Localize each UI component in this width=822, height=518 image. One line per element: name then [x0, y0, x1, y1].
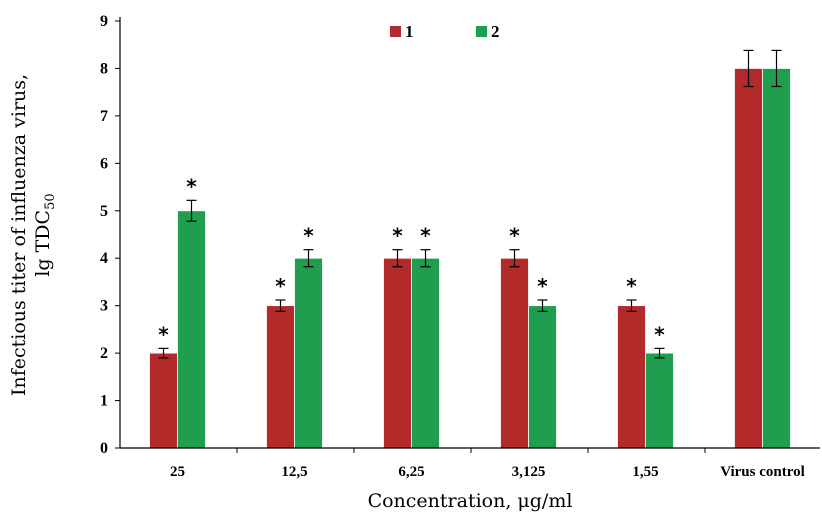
legend-label-1: 1 [405, 22, 414, 41]
legend-swatch-1 [390, 26, 401, 37]
y-tick-labels: 0 1 2 3 4 5 6 7 8 9 [100, 13, 108, 457]
bar-series-1 [617, 305, 646, 449]
significance-mark: * [626, 274, 637, 298]
y-tick-label: 3 [100, 298, 108, 315]
significance-mark: * [420, 224, 431, 248]
significance-marks-group: * * * * * * * * * * [158, 174, 665, 346]
x-tick-label: Virus control [720, 464, 805, 480]
bar-series-1 [734, 68, 763, 449]
y-axis-title-line1: Infectious titer of influenza virus, [8, 73, 31, 397]
x-tick-label: 3,125 [512, 464, 546, 480]
bars-group [149, 68, 791, 449]
x-tick-label: 25 [170, 464, 185, 480]
y-tick-label: 4 [100, 250, 108, 267]
y-tick-label: 1 [100, 393, 108, 410]
x-tick-label: 6,25 [398, 464, 424, 480]
y-tick-label: 9 [100, 13, 108, 30]
bar-series-2 [177, 210, 206, 449]
error-bars-group [158, 49, 782, 359]
x-tick-label: 1,55 [632, 464, 658, 480]
significance-mark: * [303, 224, 314, 248]
significance-mark: * [275, 274, 286, 298]
bar-series-1 [500, 257, 529, 449]
bar-series-1 [266, 305, 295, 449]
axes-group [115, 17, 820, 453]
x-tick-labels: 25 12,5 6,25 3,125 1,55 Virus control [170, 464, 805, 480]
bar-series-2 [528, 305, 557, 449]
bar-series-2 [411, 257, 440, 449]
bar-series-2 [294, 257, 323, 449]
y-tick-label: 8 [100, 60, 108, 77]
y-tick-label: 0 [100, 440, 108, 457]
y-tick-label: 7 [100, 108, 108, 125]
legend-label-2: 2 [491, 22, 500, 41]
x-tick-label: 12,5 [281, 464, 307, 480]
significance-mark: * [186, 174, 197, 198]
y-axis-title: Infectious titer of influenza virus, lg … [6, 20, 64, 450]
y-tick-label: 5 [100, 203, 108, 220]
legend-swatch-2 [476, 26, 487, 37]
significance-mark: * [537, 274, 548, 298]
y-tick-label: 2 [100, 345, 108, 362]
y-axis-title-unit: lg TDC [32, 209, 55, 277]
bar-series-1 [383, 257, 412, 449]
significance-mark: * [158, 322, 169, 346]
significance-mark: * [654, 322, 665, 346]
x-axis-title: Concentration, μg/ml [367, 490, 573, 512]
bar-series-2 [645, 352, 674, 449]
bar-series-2 [762, 68, 791, 449]
y-tick-label: 6 [100, 155, 108, 172]
significance-mark: * [392, 224, 403, 248]
y-axis-title-line2: lg TDC50 [31, 74, 63, 396]
significance-mark: * [509, 224, 520, 248]
bar-series-1 [149, 352, 178, 449]
y-axis-title-subscript: 50 [42, 193, 58, 210]
